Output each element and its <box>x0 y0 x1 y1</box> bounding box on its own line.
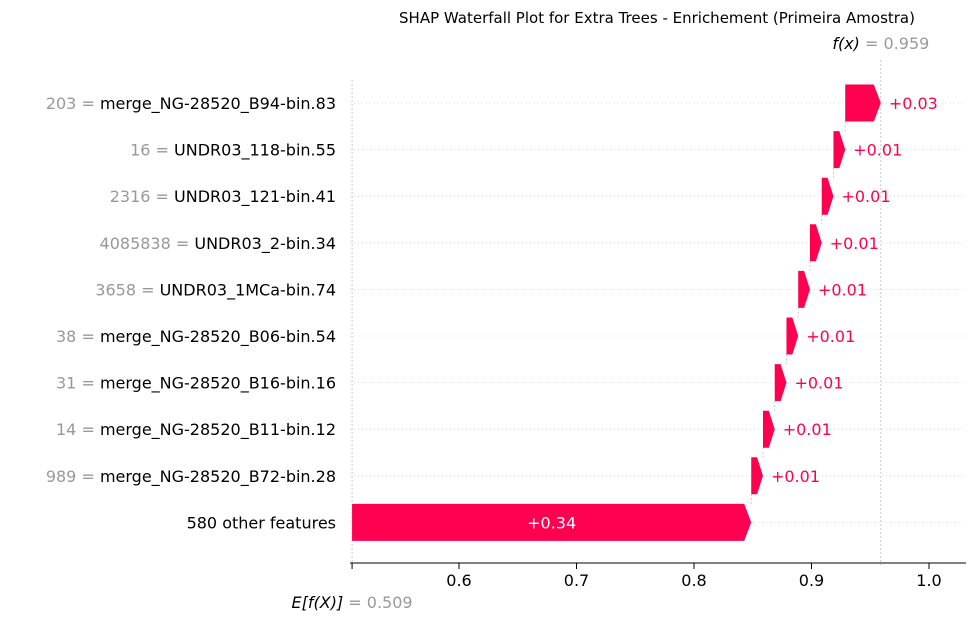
bar-value-label: +0.34 <box>527 513 576 532</box>
bar-value-label: +0.01 <box>794 374 843 393</box>
feature-label: 3658 = UNDR03_1MCa-bin.74 <box>95 280 336 300</box>
feature-label: 4085838 = UNDR03_2-bin.34 <box>100 234 336 254</box>
bar-value-label: +0.01 <box>830 234 879 253</box>
x-tick-label: 0.6 <box>446 571 471 590</box>
ex-value: = 0.509 <box>348 593 412 612</box>
feature-name: merge_NG-28520_B11-bin.12 <box>100 420 336 440</box>
waterfall-bar <box>845 84 881 122</box>
fx-label: f(x) <box>832 34 865 53</box>
bar-value-label: +0.01 <box>841 187 890 206</box>
bar-value-label: +0.03 <box>889 94 938 113</box>
bar-value-label: +0.01 <box>806 327 855 346</box>
x-tick-label: 0.8 <box>681 571 706 590</box>
feature-label: 580 other features <box>187 513 336 532</box>
feature-name: merge_NG-28520_B16-bin.16 <box>100 374 336 394</box>
waterfall-bar <box>821 177 834 215</box>
feature-value: 16 = <box>130 141 174 160</box>
feature-label: 31 = merge_NG-28520_B16-bin.16 <box>56 374 336 394</box>
bars-group: +0.03 +0.01 +0.01 +0.01 +0.01 +0.01 +0.01 +0.01… <box>352 84 938 541</box>
feature-name: merge_NG-28520_B72-bin.28 <box>100 467 336 487</box>
feature-value: 203 = <box>46 94 100 113</box>
waterfall-bar <box>762 410 775 448</box>
waterfall-bar <box>809 224 822 262</box>
fx-annotation: f(x) = 0.959 <box>832 34 929 53</box>
feature-name: merge_NG-28520_B06-bin.54 <box>100 327 336 347</box>
feature-labels: 203 = merge_NG-28520_B94-bin.83 16 = UNDR… <box>46 94 336 532</box>
x-tick-label: 1.0 <box>916 571 941 590</box>
chart-title: SHAP Waterfall Plot for Extra Trees - En… <box>399 9 915 27</box>
feature-value: 14 = <box>56 420 100 439</box>
waterfall-bar <box>774 364 787 402</box>
reference-lines <box>351 60 882 565</box>
x-tick-label: 0.7 <box>564 571 589 590</box>
feature-label: 38 = merge_NG-28520_B06-bin.54 <box>56 327 336 347</box>
feature-name: UNDR03_121-bin.41 <box>174 187 336 207</box>
x-axis: 0.6 0.7 0.8 0.9 1.0 <box>350 562 966 590</box>
feature-name: 580 other features <box>187 513 336 532</box>
bar-value-label: +0.01 <box>783 420 832 439</box>
feature-value: 4085838 = <box>100 234 195 253</box>
x-tick-label: 0.9 <box>799 571 824 590</box>
feature-value: 31 = <box>56 374 100 393</box>
feature-label: 989 = merge_NG-28520_B72-bin.28 <box>46 467 336 487</box>
feature-label: 14 = merge_NG-28520_B11-bin.12 <box>56 420 336 440</box>
bar-value-label: +0.01 <box>853 141 902 160</box>
waterfall-bar <box>798 270 810 308</box>
ex-label: E[f(X)] <box>292 593 349 612</box>
feature-label: 16 = UNDR03_118-bin.55 <box>130 141 336 161</box>
feature-name: UNDR03_118-bin.55 <box>174 141 336 161</box>
ex-annotation: E[f(X)] = 0.509 <box>292 593 413 612</box>
feature-label: 2316 = UNDR03_121-bin.41 <box>110 187 336 207</box>
fx-ex-annotations: f(x) = 0.959 E[f(X)] = 0.509 <box>292 34 930 612</box>
waterfall-bar <box>786 317 799 355</box>
bar-value-label: +0.01 <box>771 467 820 486</box>
waterfall-bar <box>751 457 763 495</box>
row-gridlines <box>350 102 966 523</box>
feature-value: 989 = <box>46 467 100 486</box>
feature-name: merge_NG-28520_B94-bin.83 <box>100 94 336 114</box>
bar-value-label: +0.01 <box>818 280 867 299</box>
fx-value: = 0.959 <box>865 34 929 53</box>
feature-name: UNDR03_1MCa-bin.74 <box>160 280 336 300</box>
feature-value: 3658 = <box>95 280 159 299</box>
waterfall-bar <box>352 503 752 541</box>
feature-label: 203 = merge_NG-28520_B94-bin.83 <box>46 94 336 114</box>
feature-value: 2316 = <box>110 187 174 206</box>
feature-value: 38 = <box>56 327 100 346</box>
feature-name: UNDR03_2-bin.34 <box>194 234 336 254</box>
waterfall-bar <box>833 131 846 169</box>
